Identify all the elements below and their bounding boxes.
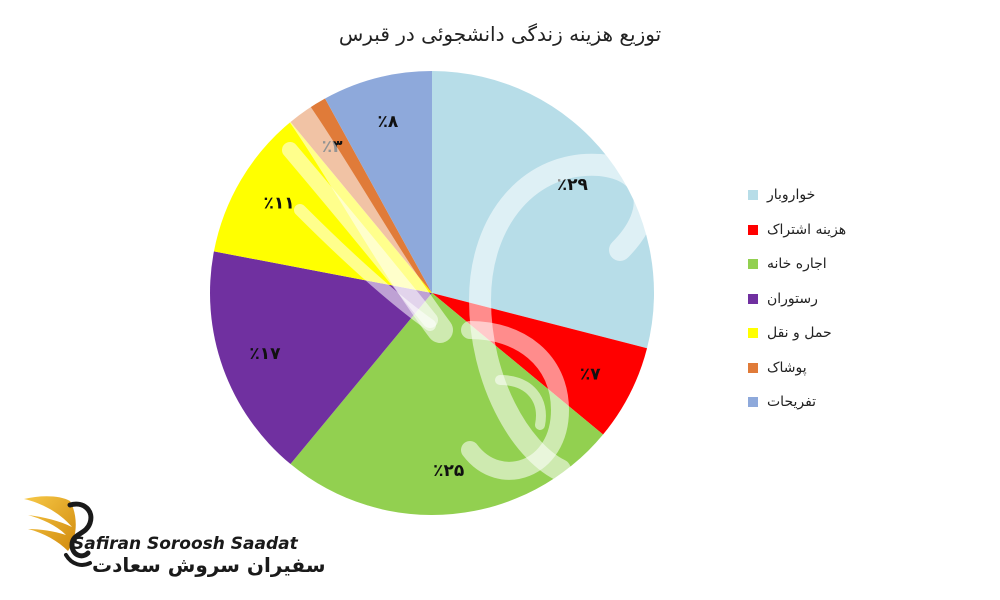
chart-title: توزیع هزینه زندگی دانشجوئی در قبرس <box>338 22 662 46</box>
legend-label: اجاره خانه <box>767 256 827 273</box>
legend-item: اجاره خانه <box>748 247 948 282</box>
legend-item: حمل و نقل <box>748 316 948 351</box>
pie-data-label: ٪۲۵ <box>433 461 464 481</box>
legend-swatch <box>748 328 758 339</box>
legend-label: رستوران <box>767 290 818 307</box>
legend-item: تفریحات <box>748 385 948 420</box>
pie-data-label: ٪۱۱ <box>264 194 295 214</box>
legend-swatch <box>748 397 758 408</box>
pie-data-label: ٪۸ <box>377 112 398 132</box>
legend-swatch <box>748 293 758 304</box>
legend-label: خواروبار <box>767 187 816 204</box>
pie-slice <box>325 71 432 293</box>
pie-data-label: ٪۱۷ <box>249 344 281 364</box>
legend-swatch <box>748 190 758 201</box>
legend-item: خواروبار <box>748 178 948 213</box>
golden-wing-logo-icon <box>24 496 94 567</box>
legend-item: رستوران <box>748 282 948 317</box>
legend-label: پوشاک <box>767 359 807 376</box>
legend: خواروبار هزینه اشتراک اجاره خانه رستوران حمل… <box>748 178 948 420</box>
legend-swatch <box>748 224 758 235</box>
pie-data-label: ٪۲۹ <box>557 175 589 195</box>
legend-label: هزینه اشتراک <box>767 221 847 238</box>
legend-label: حمل و نقل <box>767 325 832 342</box>
pie-slice <box>210 251 432 465</box>
legend-swatch <box>748 362 758 373</box>
legend-item: پوشاک <box>748 351 948 386</box>
legend-item: هزینه اشتراک <box>748 213 948 248</box>
brand-name-persian: سفیران سروش سعادت <box>92 553 326 577</box>
legend-swatch <box>748 259 758 270</box>
pie-data-label: ٪۷ <box>580 365 601 385</box>
brand-name-latin: Safiran Soroosh Saadat <box>72 534 298 554</box>
legend-label: تفریحات <box>767 394 817 411</box>
